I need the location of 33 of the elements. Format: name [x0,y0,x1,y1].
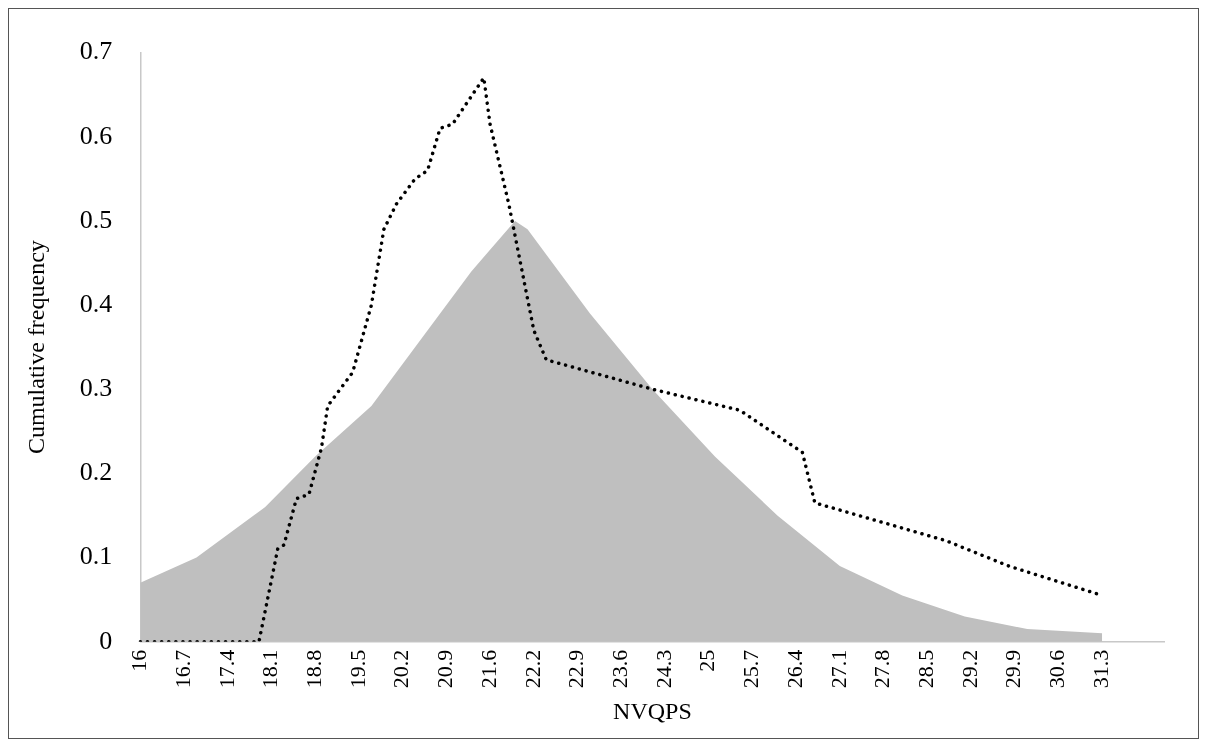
y-tick-label: 0.4 [79,288,113,318]
x-tick-label: 21.6 [475,649,501,689]
y-axis-title: Cumulative frequency [22,240,49,455]
y-tick-label: 0.6 [79,120,113,150]
x-tick-label: 31.3 [1087,649,1113,689]
y-tick-label: 0.7 [79,36,113,66]
y-tick-label: 0.2 [79,457,113,487]
x-tick-label: 28.5 [913,649,939,689]
x-tick-label: 19.5 [344,649,370,689]
x-tick-label: 17.4 [213,649,239,689]
y-tick-label: 0.5 [79,204,113,234]
x-tick-label: 22.2 [519,649,545,689]
y-tick-label: 0.3 [79,373,113,403]
x-tick-label: 16 [126,649,152,672]
x-tick-label: 27.1 [825,649,851,689]
x-tick-label: 20.2 [388,649,414,689]
x-tick-label: 27.8 [869,649,895,689]
x-tick-label: 30.6 [1044,649,1070,689]
x-tick-label: 23.6 [607,649,632,689]
x-tick-label: 29.2 [956,649,982,689]
y-tick-label: 0 [99,625,113,655]
x-tick-label: 26.4 [781,649,807,689]
x-tick-label: 18.1 [257,649,283,689]
x-axis-title: NVQPS [613,697,692,724]
x-tick-label: 22.9 [563,649,589,689]
x-tick-label: 25 [694,649,720,672]
x-tick-label: 29.9 [1000,649,1026,689]
x-tick-label: 25.7 [738,649,764,689]
x-tick-label: 18.8 [300,649,326,689]
x-tick-label: 20.9 [432,649,458,689]
x-tick-label: 16.7 [169,649,195,689]
x-tick-label: 24.3 [650,649,676,689]
y-tick-label: 0.1 [79,541,113,571]
